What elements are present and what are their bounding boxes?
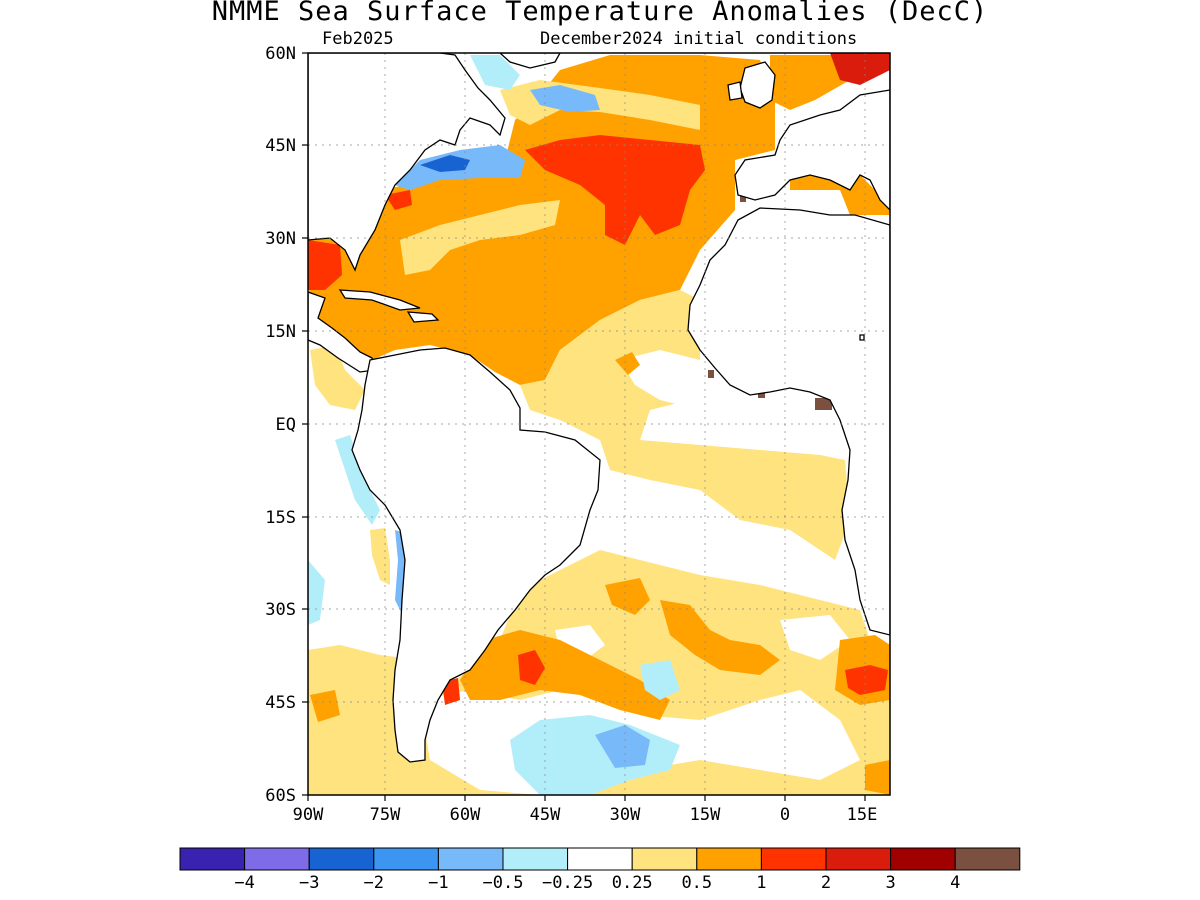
anomaly-pacific-mild [310, 345, 365, 410]
lon-label: 45W [530, 805, 561, 825]
colorbar-label: 4 [950, 873, 960, 893]
lon-label: 15W [690, 805, 721, 825]
anomaly-south-neutral-3 [780, 615, 850, 660]
colorbar-swatch [631, 847, 698, 871]
anomaly-mediterranean-warm [790, 165, 890, 215]
colorbar-label: 0.5 [681, 873, 712, 893]
colorbar-swatch [825, 847, 892, 871]
anomaly-grand-banks-cool [530, 85, 600, 112]
colorbar-swatch [954, 847, 1021, 871]
anomaly-labrador-cool [470, 55, 520, 90]
lat-label: 45N [265, 136, 296, 156]
graticule [308, 53, 890, 795]
lat-label: 60S [265, 786, 296, 806]
longitude-labels: 90W 75W 60W 45W 30W 15W 0 15E [293, 805, 878, 825]
colorbar-label: −4 [234, 873, 254, 893]
lat-label: 60N [265, 44, 296, 64]
anomaly-east-coast-hot [385, 190, 412, 210]
lat-label: 45S [265, 693, 296, 713]
anomaly-chile-mild [370, 528, 390, 585]
hispaniola-land [406, 311, 440, 323]
lon-label: 60W [450, 805, 481, 825]
colorbar-label: 1 [756, 873, 766, 893]
greenland-land [499, 53, 561, 69]
anomaly-south-hot-1 [518, 650, 545, 685]
anomaly-south-hot-2 [845, 665, 888, 695]
forecast-month: Feb2025 [322, 29, 394, 49]
land-outlines [308, 53, 890, 763]
colorbar-swatch [502, 847, 569, 871]
uk-land [739, 61, 776, 109]
colorbar-label: −2 [364, 873, 384, 893]
anomaly-south-warm-5 [310, 690, 340, 722]
north-america-land [308, 53, 506, 272]
anomaly-south-warm-6 [865, 760, 890, 795]
colorbar-swatch [760, 847, 827, 871]
anomaly-westafrica-extreme [708, 370, 714, 378]
anomaly-tropical-neutral [620, 350, 720, 410]
colorbar [179, 847, 1021, 871]
anomaly-gulf-hot [308, 240, 342, 290]
anomaly-tropical-warm-spot [615, 352, 640, 375]
lon-label: 30W [610, 805, 641, 825]
colorbar-label: −1 [428, 873, 448, 893]
initial-conditions-label: December2024 initial conditions [540, 29, 858, 49]
anomaly-tropical-mild [520, 290, 850, 560]
anomaly-south-warm-1 [460, 630, 670, 720]
lat-label: 15N [265, 322, 296, 342]
central-america-land [308, 291, 376, 373]
latitude-labels: 60N 45N 30N 15N EQ 15S 30S 45S 60S [265, 44, 296, 806]
anomaly-gulf-stream-hot [525, 135, 705, 245]
colorbar-swatch [179, 847, 246, 871]
colorbar-swatch [373, 847, 439, 871]
colorbar-label: −0.5 [483, 873, 524, 893]
anomaly-south-warm-3 [660, 600, 780, 675]
colorbar-label: −3 [299, 873, 319, 893]
colorbar-swatch [696, 847, 762, 871]
europe-land [734, 53, 890, 211]
map-title: NMME Sea Surface Temperature Anomalies (… [211, 0, 989, 27]
colorbar-label: 0.25 [612, 873, 653, 893]
africa-land [687, 207, 890, 636]
cape-verde-land [859, 334, 865, 341]
colorbar-label: 3 [885, 873, 895, 893]
axis-ticks [302, 52, 866, 801]
anomaly-south-cool-2 [595, 725, 650, 768]
colorbar-swatch [890, 847, 956, 871]
anomaly-guinea-extreme [815, 398, 832, 410]
anomaly-gulf-of-maine-cold [420, 155, 470, 172]
anomaly-south-warm-2 [605, 578, 650, 615]
lat-label: 15S [265, 508, 296, 528]
lat-label: 30S [265, 600, 296, 620]
lat-label: 30N [265, 229, 296, 249]
colorbar-swatch [437, 847, 504, 871]
colorbar-label: 2 [821, 873, 831, 893]
lon-label: 90W [293, 805, 324, 825]
colorbar-labels: −4 −3 −2 −1 −0.5 −0.25 0.25 0.5 1 2 3 4 [234, 873, 960, 893]
anomaly-norway-hot [830, 53, 890, 85]
south-america-land [351, 347, 601, 763]
anomaly-south-cool-3 [640, 660, 680, 700]
anomaly-subtropical-mild [400, 200, 560, 275]
ireland-land [727, 81, 743, 101]
colorbar-label: −0.25 [542, 873, 593, 893]
colorbar-swatch [244, 847, 310, 871]
lon-label: 75W [370, 805, 401, 825]
colorbar-swatch [308, 847, 375, 871]
lat-label: EQ [276, 415, 296, 435]
lon-label: 15E [847, 805, 878, 825]
cuba-land [338, 289, 421, 311]
anomaly-peru-cool [335, 435, 380, 525]
lon-label: 0 [780, 805, 790, 825]
colorbar-swatch [567, 847, 633, 871]
anomaly-pacific-sw-cool [308, 560, 325, 625]
